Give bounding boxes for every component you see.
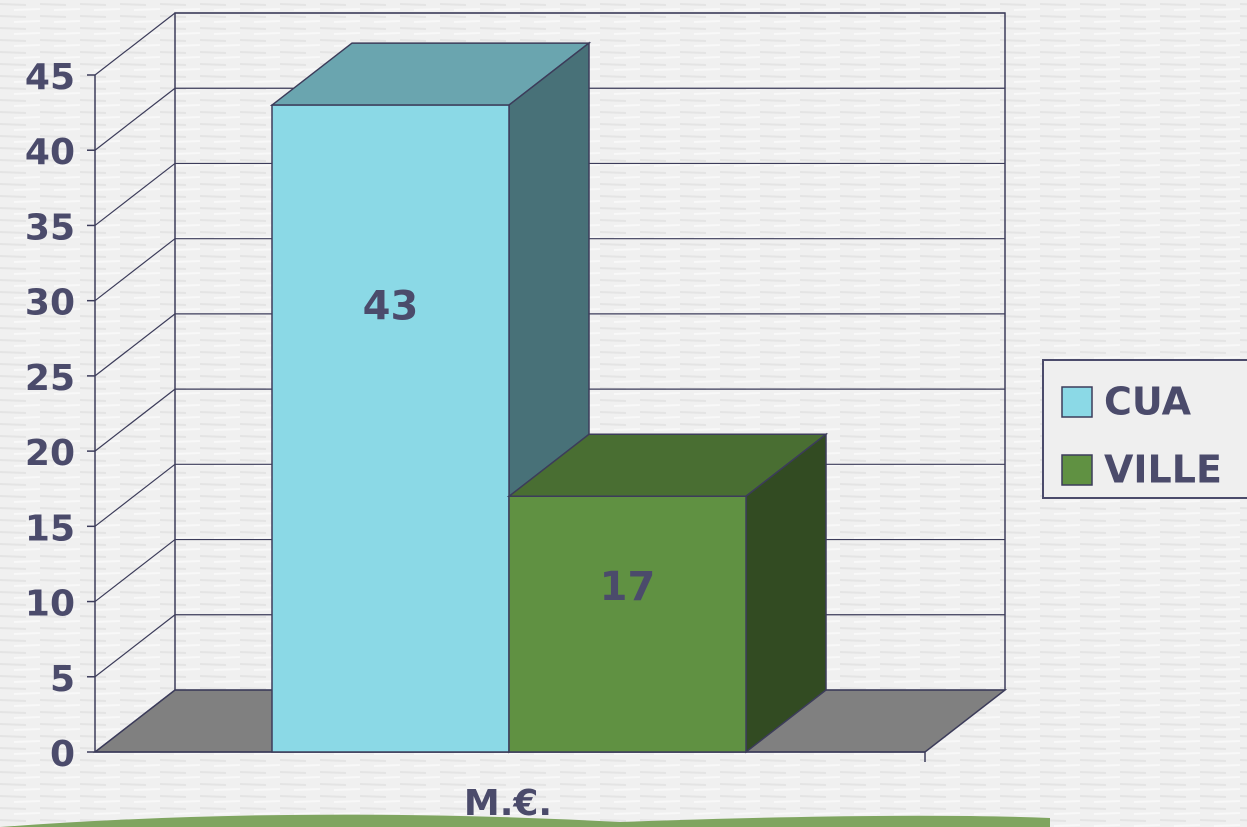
y-tick-label: 45 xyxy=(25,57,75,98)
grid-line xyxy=(94,87,176,151)
grid-line xyxy=(94,238,176,302)
grid-line xyxy=(94,689,176,753)
y-tick-label: 20 xyxy=(25,433,75,474)
decoration xyxy=(0,814,1050,827)
y-tick-label: 35 xyxy=(25,207,75,248)
y-tick-label: 40 xyxy=(25,132,75,173)
value-label: 43 xyxy=(363,284,419,330)
legend-swatch xyxy=(1061,454,1093,486)
grid-line xyxy=(94,313,176,377)
value-label: 17 xyxy=(600,564,656,610)
grid-line xyxy=(94,539,176,603)
grid-line xyxy=(94,463,176,527)
y-tick-label: 0 xyxy=(50,734,75,775)
legend-label: CUA xyxy=(1104,380,1192,424)
legend: CUA VILLE xyxy=(1042,359,1247,499)
y-tick-label: 15 xyxy=(25,508,75,549)
y-tick-label: 5 xyxy=(50,659,75,700)
grid-line xyxy=(94,614,176,678)
bar xyxy=(508,495,747,753)
grid-line xyxy=(94,12,176,76)
y-tick-label: 30 xyxy=(25,283,75,324)
legend-swatch xyxy=(1061,386,1093,418)
bar xyxy=(271,104,510,753)
grid-line xyxy=(94,388,176,452)
grid-line xyxy=(94,162,176,226)
x-category-label: M.€. xyxy=(464,783,552,824)
legend-label: VILLE xyxy=(1104,448,1222,492)
y-tick-label: 25 xyxy=(25,358,75,399)
y-tick-label: 10 xyxy=(25,584,75,625)
